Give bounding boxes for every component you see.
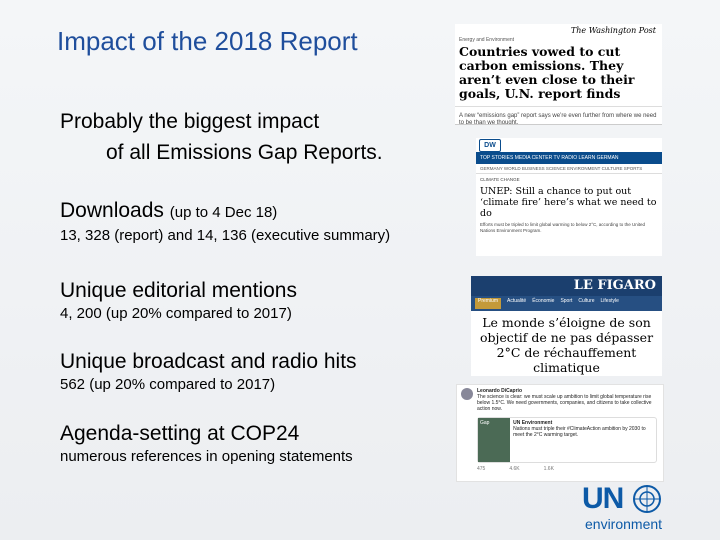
broadcast-label: Unique broadcast and radio hits [60,350,357,373]
slide-title: Impact of the 2018 Report [57,26,358,56]
wp-headline: Countries vowed to cut carbon emissions.… [459,44,635,101]
quoted-author: UN Environment [513,420,553,426]
dw-clipping: DW TOP STORIES MEDIA CENTER TV RADIO LEA… [476,138,662,256]
agenda-value: numerous references in opening statement… [60,448,353,465]
avatar [461,388,473,400]
dw-logo: DW [479,138,501,152]
figaro-menu-item: Actualité [507,298,527,304]
quoted-text: Nations must triple their #ClimateAction… [513,426,646,438]
dw-nav: TOP STORIES MEDIA CENTER TV RADIO LEARN … [476,152,662,164]
figaro-menu-item: Économie [532,298,555,304]
figaro-menu: Premium Actualité Économie Sport Culture… [471,296,662,311]
figaro-clipping: LE FIGARO Premium Actualité Économie Spo… [471,276,662,376]
quoted-thumbnail: Gap [478,418,511,462]
agenda-label: Agenda-setting at COP24 [60,422,300,445]
un-environment-logo: UN environment [567,482,687,538]
mentions-value: 4, 200 (up 20% compared to 2017) [60,305,292,322]
figaro-brand: LE FIGARO [573,278,656,293]
dw-paragraph: Efforts must be tripled to limit global … [480,222,646,233]
wp-masthead: The Washington Post [570,26,656,35]
un-logo-text: UN [582,482,624,515]
impact-line-2: of all Emissions Gap Reports. [106,141,383,164]
dw-headline: UNEP: Still a chance to put out ‘climate… [480,186,657,219]
tweet-stats: 475 4.6K 1.6K [457,463,663,475]
dw-subnav: GERMANY WORLD BUSINESS SCIENCE ENVIRONME… [476,164,662,174]
broadcast-value: 562 (up 20% compared to 2017) [60,376,276,393]
un-logo-subtext: environment [585,516,663,532]
figaro-menu-item: Premium [475,298,502,309]
figaro-headline: Le monde s’éloigne de son objectif de ne… [479,315,654,375]
figaro-menu-item: Lifestyle [600,298,619,304]
downloads-note: (up to 4 Dec 18) [169,204,278,221]
tweet-author: Leonardo DiCaprio [477,388,523,394]
reply-count: 475 [477,466,486,472]
figaro-menu-item: Sport [560,298,573,304]
wp-kicker: Energy and Environment [459,37,515,43]
washington-post-clipping: The Washington Post Energy and Environme… [455,24,662,125]
wp-deck: A new “emissions gap” report says we’re … [455,106,662,124]
mentions-label: Unique editorial mentions [60,279,297,302]
impact-line-1: Probably the biggest impact [60,110,320,133]
downloads-heading: Downloads (up to 4 Dec 18) [60,199,277,223]
figaro-menu-item: Culture [578,298,595,304]
quoted-tweet: Gap UN Environment Nations must triple t… [477,417,657,463]
like-count: 1.6K [543,466,554,472]
dw-kicker: CLIMATE CHANGE [480,177,520,182]
tweet-clipping: Leonardo DiCaprio The science is clear: … [456,384,664,482]
tweet-text: The science is clear: we must scale up a… [477,394,652,412]
retweet-count: 4.6K [509,466,520,472]
un-emblem-icon [633,485,661,513]
downloads-value: 13, 328 (report) and 14, 136 (executive … [60,227,391,244]
downloads-label: Downloads [60,199,164,222]
